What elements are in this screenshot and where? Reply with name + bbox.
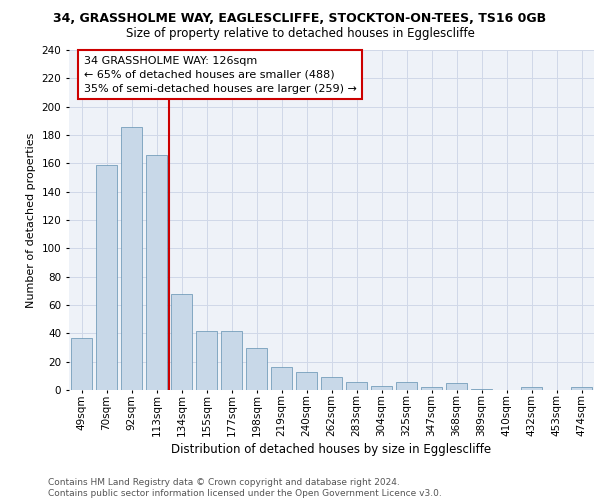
Bar: [321, 377, 342, 390]
Text: Contains HM Land Registry data © Crown copyright and database right 2024.
Contai: Contains HM Land Registry data © Crown c…: [48, 478, 442, 498]
Bar: [571, 387, 592, 390]
Text: Size of property relative to detached houses in Egglescliffe: Size of property relative to detached ho…: [125, 28, 475, 40]
Bar: [96, 165, 117, 390]
Bar: [346, 382, 367, 390]
Bar: [196, 330, 217, 390]
Text: 34 GRASSHOLME WAY: 126sqm
← 65% of detached houses are smaller (488)
35% of semi: 34 GRASSHOLME WAY: 126sqm ← 65% of detac…: [83, 56, 356, 94]
Bar: [171, 294, 192, 390]
Bar: [396, 382, 417, 390]
Bar: [446, 383, 467, 390]
X-axis label: Distribution of detached houses by size in Egglescliffe: Distribution of detached houses by size …: [172, 443, 491, 456]
Bar: [371, 386, 392, 390]
Bar: [246, 348, 267, 390]
Bar: [421, 387, 442, 390]
Bar: [271, 368, 292, 390]
Bar: [221, 330, 242, 390]
Bar: [71, 338, 92, 390]
Bar: [471, 388, 492, 390]
Y-axis label: Number of detached properties: Number of detached properties: [26, 132, 36, 308]
Text: 34, GRASSHOLME WAY, EAGLESCLIFFE, STOCKTON-ON-TEES, TS16 0GB: 34, GRASSHOLME WAY, EAGLESCLIFFE, STOCKT…: [53, 12, 547, 26]
Bar: [146, 155, 167, 390]
Bar: [296, 372, 317, 390]
Bar: [121, 126, 142, 390]
Bar: [521, 387, 542, 390]
